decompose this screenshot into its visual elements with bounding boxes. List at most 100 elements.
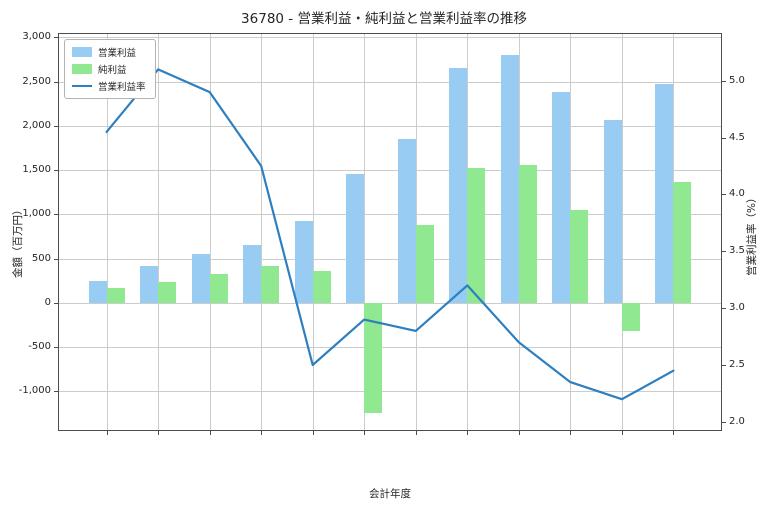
y-tick-mark-right	[722, 308, 726, 310]
y-tick-mark-right	[722, 365, 726, 367]
operating-profit-bar	[88, 280, 107, 303]
y-tick-mark-left	[54, 37, 58, 39]
y-tick-mark-right	[722, 194, 726, 196]
net-profit-bar	[570, 209, 589, 303]
y-tick-label-right: 3.5	[729, 245, 745, 257]
operating-margin-line-swatch	[72, 84, 92, 88]
y-tick-mark-left	[54, 302, 58, 304]
h-gridline	[59, 214, 722, 216]
x-tick-mark	[364, 431, 366, 435]
y-tick-label-left: 2,000	[22, 119, 51, 131]
operating-profit-bar	[191, 254, 210, 303]
x-tick-mark	[312, 431, 314, 435]
operating-profit-bar	[603, 119, 622, 303]
x-tick-mark	[518, 431, 520, 435]
y-tick-label-left: 2,500	[22, 75, 51, 87]
operating-profit-bar	[140, 266, 159, 303]
y-tick-label-right: 4.0	[729, 188, 745, 200]
y-tick-mark-left	[54, 346, 58, 348]
x-tick-mark	[209, 431, 211, 435]
v-gridline	[312, 34, 314, 431]
operating-profit-bar	[500, 55, 519, 303]
y-tick-label-left: -500	[28, 340, 51, 352]
net-profit-bar	[415, 224, 434, 303]
y-tick-label-right: 3.0	[729, 302, 745, 314]
y-tick-mark-right	[722, 251, 726, 253]
y-tick-label-left: 3,000	[22, 31, 51, 43]
net-profit-bar	[209, 273, 228, 303]
net-profit-bar	[312, 270, 331, 303]
x-tick-mark	[415, 431, 417, 435]
net-profit-bar	[621, 302, 640, 332]
y-tick-mark-left	[54, 258, 58, 260]
legend-item: 営業利益	[72, 45, 146, 59]
operating-profit-bar	[552, 92, 571, 303]
y-tick-label-left: 500	[31, 252, 51, 264]
h-gridline	[59, 37, 722, 39]
h-gridline	[59, 258, 722, 260]
legend-label: 純利益	[98, 65, 127, 76]
operating-margin-line-layer	[105, 68, 675, 401]
y-axis-label-right: 営業利益率（%）	[746, 192, 758, 276]
h-gridline	[59, 302, 722, 304]
v-gridline	[158, 34, 160, 431]
y-tick-mark-right	[722, 137, 726, 139]
legend: 営業利益純利益営業利益率	[64, 39, 156, 99]
y-tick-label-right: 2.5	[729, 359, 745, 371]
y-tick-label-left: -1,000	[18, 385, 51, 397]
y-tick-mark-left	[54, 81, 58, 83]
x-tick-mark	[621, 431, 623, 435]
net-profit-bar	[106, 287, 125, 303]
x-tick-mark	[673, 431, 675, 435]
y-tick-label-left: 0	[44, 296, 51, 308]
y-tick-mark-left	[54, 170, 58, 172]
net-profit-bar	[158, 281, 177, 303]
operating-profit-bar-swatch	[72, 47, 92, 57]
x-axis-label: 会計年度	[369, 488, 411, 500]
x-tick-mark	[570, 431, 572, 435]
y-tick-mark-left	[54, 391, 58, 393]
y-tick-label-left: 1,500	[22, 164, 51, 176]
legend-label: 営業利益	[98, 48, 137, 59]
y-tick-label-right: 2.0	[729, 415, 745, 427]
operating-margin-line	[105, 68, 675, 401]
v-gridline	[261, 34, 263, 431]
v-gridline	[364, 34, 366, 431]
chart-title: 36780 - 営業利益・純利益と営業利益率の推移	[241, 11, 527, 27]
v-gridline	[621, 34, 623, 431]
legend-label: 営業利益率	[98, 82, 146, 93]
y-tick-mark-right	[722, 80, 726, 82]
net-profit-bar	[261, 265, 280, 303]
legend-item: 営業利益率	[72, 79, 146, 93]
v-gridline	[106, 34, 108, 431]
h-gridline	[59, 346, 722, 348]
operating-profit-bar	[449, 68, 468, 303]
operating-profit-bar	[397, 139, 416, 303]
operating-profit-bar	[294, 220, 313, 303]
y-tick-label-left: 1,000	[22, 208, 51, 220]
y-tick-label-right: 5.0	[729, 74, 745, 86]
y-tick-label-right: 4.5	[729, 131, 745, 143]
net-profit-bar	[673, 182, 692, 303]
v-gridline	[209, 34, 211, 431]
x-tick-mark	[106, 431, 108, 435]
h-gridline	[59, 125, 722, 127]
operating-profit-bar	[243, 245, 262, 303]
y-tick-mark-right	[722, 421, 726, 423]
plot-frame	[58, 33, 722, 431]
net-profit-bar	[364, 302, 383, 414]
operating-profit-bar	[346, 173, 365, 303]
net-profit-bar	[467, 168, 486, 303]
x-tick-mark	[158, 431, 160, 435]
x-tick-mark	[261, 431, 263, 435]
y-tick-mark-left	[54, 125, 58, 127]
h-gridline	[59, 391, 722, 393]
net-profit-bar-swatch	[72, 64, 92, 74]
h-gridline	[59, 81, 722, 83]
operating-profit-bar	[655, 84, 674, 303]
net-profit-bar	[518, 164, 537, 303]
legend-item: 純利益	[72, 62, 146, 76]
h-gridline	[59, 170, 722, 172]
y-tick-mark-left	[54, 214, 58, 216]
